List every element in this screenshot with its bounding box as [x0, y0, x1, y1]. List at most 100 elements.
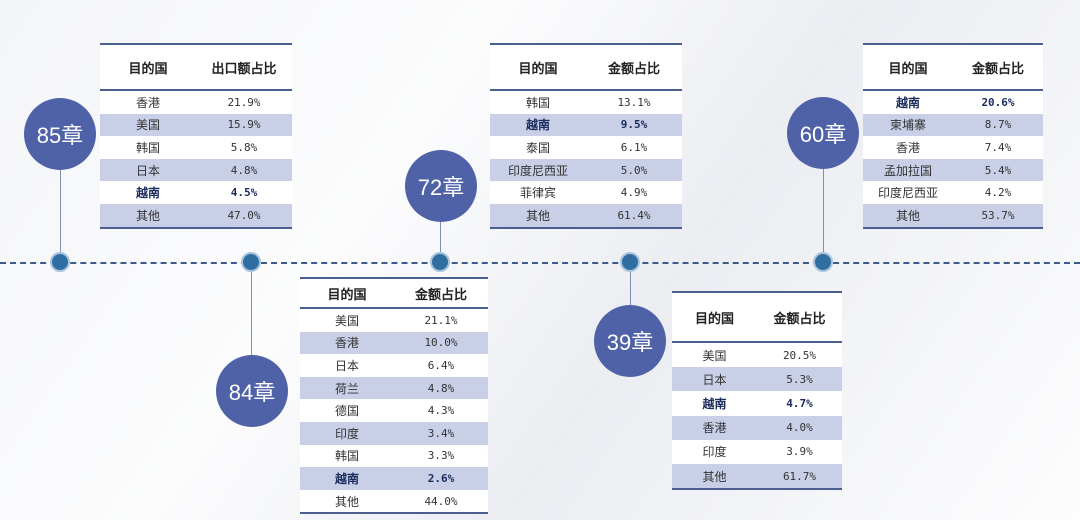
share-cell: 3.4%: [427, 426, 455, 440]
table-bottom-rule: [672, 488, 842, 491]
table-row: 荷兰 4.8%: [300, 376, 488, 400]
table-row: 德国 4.3%: [300, 399, 488, 422]
country-cell: 越南: [702, 396, 727, 411]
table-row: 香港 4.0%: [672, 415, 842, 440]
header-country: 目的国: [128, 60, 168, 76]
table-bottom-rule: [100, 226, 292, 229]
country-cell: 其他: [525, 208, 550, 223]
chapter-badge-39: 39章: [594, 305, 666, 377]
table-row: 香港 7.4%: [863, 136, 1043, 159]
table-row: 孟加拉国 5.4%: [863, 158, 1043, 182]
share-cell: 53.7%: [981, 208, 1015, 222]
table-row: 印度 3.9%: [672, 439, 842, 464]
share-cell: 21.1%: [424, 313, 458, 327]
country-cell: 其他: [895, 208, 920, 223]
share-cell: 21.9%: [227, 95, 261, 109]
table-row: 越南 4.7%: [672, 391, 842, 416]
share-cell: 20.5%: [782, 348, 817, 362]
table-39: 目的国 金额占比 美国 20.5% 日本 5.3% 越南 4.7% 香港 4.0% 印度 3.9% 其他…: [672, 291, 842, 491]
table-header: 目的国 出口额占比: [100, 43, 292, 91]
header-country: 目的国: [694, 310, 734, 326]
country-cell: 日本: [334, 358, 359, 373]
share-cell: 8.7%: [984, 118, 1012, 132]
table-row: 韩国 13.1%: [490, 91, 682, 114]
connector-72: [440, 220, 441, 256]
table-row: 越南 20.6%: [863, 91, 1043, 114]
header-share: 金额占比: [773, 310, 826, 326]
share-cell: 5.3%: [786, 372, 813, 386]
header-country: 目的国: [327, 286, 367, 302]
table-row: 其他 61.7%: [672, 463, 842, 489]
country-cell: 其他: [135, 208, 160, 223]
share-cell: 3.3%: [427, 449, 455, 463]
share-cell: 4.2%: [984, 186, 1012, 200]
country-cell: 其他: [702, 469, 727, 484]
table-72: 目的国 金额占比 韩国 13.1% 越南 9.5% 泰国 6.1% 印度尼西亚 5.0% 菲律宾 4.…: [490, 43, 682, 229]
header-share: 金额占比: [971, 60, 1024, 76]
table-header: 目的国 金额占比: [490, 43, 682, 91]
connector-39: [630, 272, 631, 308]
table-row: 日本 4.8%: [100, 158, 292, 182]
connector-60: [823, 168, 824, 254]
country-cell: 柬埔寨: [889, 118, 926, 133]
table-row: 韩国 5.8%: [100, 136, 292, 159]
table-row: 其他 44.0%: [300, 489, 488, 513]
table-row: 香港 10.0%: [300, 331, 488, 355]
share-cell: 2.6%: [427, 471, 455, 485]
country-cell: 香港: [895, 140, 920, 155]
share-cell: 15.9%: [227, 118, 261, 132]
table-60: 目的国 金额占比越南 20.6% 柬埔寨 8.7% 香港 7.4% 孟加拉国 5.4% 印度尼西亚…: [863, 43, 1043, 229]
table-bottom-rule: [490, 226, 682, 229]
country-cell: 印度尼西亚: [507, 163, 568, 178]
table-row: 其他 61.4%: [490, 203, 682, 227]
country-cell: 印度: [334, 426, 359, 441]
timeline-node-84: [241, 252, 261, 272]
timeline-node-85: [50, 252, 70, 272]
country-cell: 香港: [702, 421, 727, 436]
chapter-badge-84: 84章: [216, 355, 288, 427]
header-share: 金额占比: [607, 60, 660, 76]
country-cell: 美国: [334, 313, 359, 328]
table-row: 美国 21.1%: [300, 309, 488, 332]
country-cell: 香港: [334, 336, 359, 351]
share-cell: 4.3%: [427, 404, 455, 418]
header-share: 金额占比: [414, 286, 467, 302]
table-row: 泰国 6.1%: [490, 136, 682, 159]
share-cell: 4.7%: [786, 396, 813, 410]
table-row: 印度尼西亚 5.0%: [490, 158, 682, 182]
table-row: 印度 3.4%: [300, 421, 488, 445]
share-cell: 5.8%: [230, 140, 258, 154]
table-row: 越南 9.5%: [490, 113, 682, 137]
country-cell: 德国: [334, 404, 359, 419]
country-cell: 香港: [135, 95, 160, 110]
country-cell: 印度尼西亚: [877, 186, 938, 201]
country-cell: 日本: [702, 372, 727, 387]
share-cell: 20.6%: [981, 95, 1015, 109]
country-cell: 越南: [525, 118, 550, 133]
share-cell: 13.1%: [617, 95, 651, 109]
table-row: 其他 53.7%: [863, 203, 1043, 227]
timeline-node-39: [620, 252, 640, 272]
share-cell: 6.1%: [620, 140, 648, 154]
timeline-node-60: [813, 252, 833, 272]
share-cell: 7.4%: [984, 140, 1012, 154]
share-cell: 9.5%: [620, 118, 648, 132]
table-row: 韩国 3.3%: [300, 444, 488, 468]
country-cell: 美国: [702, 348, 727, 363]
share-cell: 61.7%: [782, 469, 817, 483]
table-row: 菲律宾 4.9%: [490, 181, 682, 204]
share-cell: 6.4%: [427, 358, 455, 372]
share-cell: 10.0%: [424, 336, 458, 350]
share-cell: 4.5%: [230, 186, 258, 200]
table-row: 越南 2.6%: [300, 467, 488, 490]
table-row: 香港 21.9%: [100, 91, 292, 114]
chapter-badge-85: 85章: [24, 98, 96, 170]
table-row: 其他 47.0%: [100, 203, 292, 227]
share-cell: 47.0%: [227, 208, 261, 222]
connector-84: [251, 272, 252, 358]
share-cell: 4.8%: [427, 381, 455, 395]
country-cell: 美国: [135, 118, 160, 133]
country-cell: 越南: [895, 95, 920, 110]
table-header: 目的国 金额占比: [863, 43, 1043, 91]
header-country: 目的国: [888, 60, 928, 76]
